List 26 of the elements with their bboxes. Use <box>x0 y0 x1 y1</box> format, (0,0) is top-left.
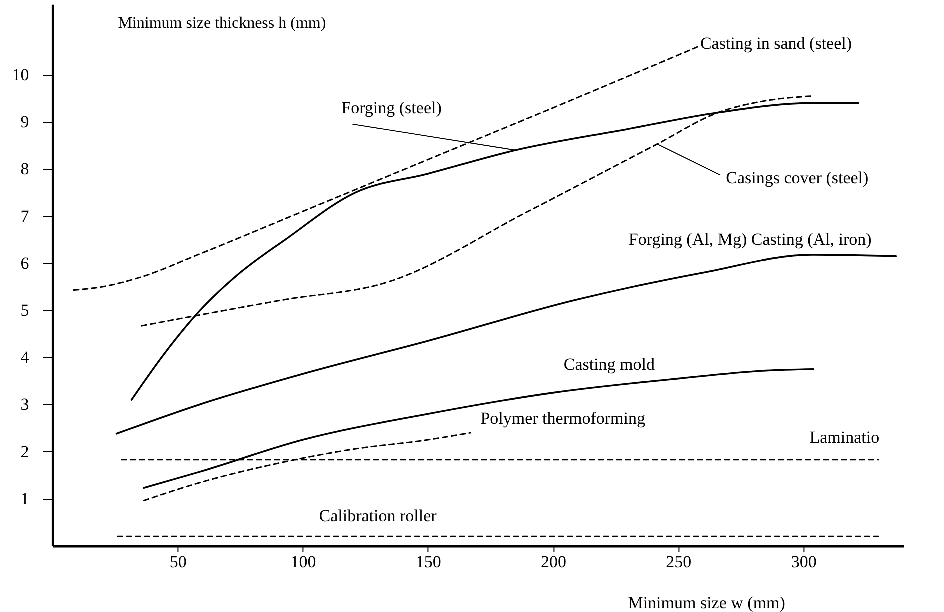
y-axis-title: Minimum size thickness h (mm) <box>118 14 326 32</box>
x-tick-label: 300 <box>791 552 817 572</box>
y-tick-label: 3 <box>20 395 30 414</box>
x-axis-title: Minimum size w (mm) <box>628 594 786 612</box>
y-tick-label: 9 <box>20 112 30 132</box>
x-tick-label: 100 <box>290 552 316 572</box>
y-tick-label: 4 <box>20 348 30 368</box>
x-tick-label: 200 <box>541 552 567 572</box>
y-tick-label: 1 <box>20 489 30 508</box>
x-tick-label: 250 <box>666 552 692 572</box>
annotation: Casting in sand (steel) <box>700 34 852 53</box>
annotation: Casting mold <box>564 354 656 374</box>
annotation: Forging (steel) <box>342 98 442 118</box>
y-tick-label: 2 <box>20 442 30 462</box>
y-tick-label: 5 <box>20 301 30 320</box>
annotation: Polymer thermoforming <box>480 408 646 428</box>
y-tick-label: 10 <box>12 66 30 85</box>
annotation: Laminatio <box>810 428 880 447</box>
annotation: Casings cover (steel) <box>726 168 869 188</box>
x-tick-label: 150 <box>416 552 442 572</box>
x-tick-label: 50 <box>170 552 187 572</box>
y-tick-label: 8 <box>20 160 30 179</box>
annotation: Calibration roller <box>319 506 438 526</box>
annotation: Forging (Al, Mg) Casting (Al, iron) <box>628 230 872 249</box>
y-tick-label: 6 <box>20 254 30 273</box>
y-tick-label: 7 <box>20 206 30 226</box>
